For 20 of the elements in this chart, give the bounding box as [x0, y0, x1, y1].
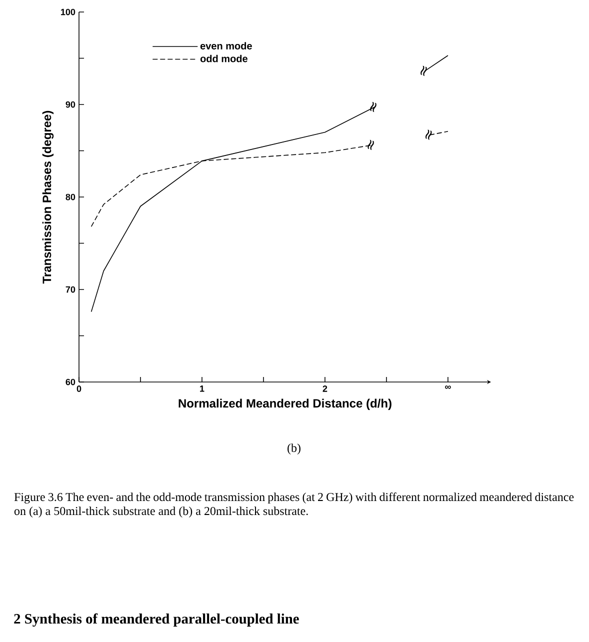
- legend-label: odd mode: [200, 54, 248, 62]
- legend-label: even mode: [200, 42, 252, 50]
- annotation: ≈: [426, 130, 432, 140]
- y-tick-label: 100: [61, 8, 76, 16]
- annotation: ≈: [370, 102, 376, 112]
- y-tick-label: 80: [66, 194, 76, 200]
- y-tick-label: 70: [66, 286, 76, 293]
- x-tick-label: 2: [322, 386, 328, 392]
- x-tick-label: ∞: [445, 386, 451, 389]
- y-tick-label: 60: [66, 378, 76, 386]
- text: (b): [288, 444, 300, 454]
- annotation: ≈: [420, 66, 427, 76]
- x-tick-label: 0: [76, 386, 82, 392]
- x-tick-label: 1: [200, 386, 204, 392]
- y-tick-label: 90: [66, 101, 76, 108]
- x-axis-title: Normalized Meandered Distance (d/h): [178, 398, 392, 410]
- text: 2 Synthesis of meandered parallel-coupled line: [14, 613, 299, 627]
- annotation: ≈: [368, 140, 374, 150]
- y-axis-title: Transmission Phases (degree): [42, 110, 54, 284]
- caption: Figure 3.6 The even- and the odd-mode transmission phases (at 2 GHz) with different normalized meandered distance on (a) a 50mil-thick substrate and (b) a 20mil-thick substrate.: [14, 492, 574, 518]
